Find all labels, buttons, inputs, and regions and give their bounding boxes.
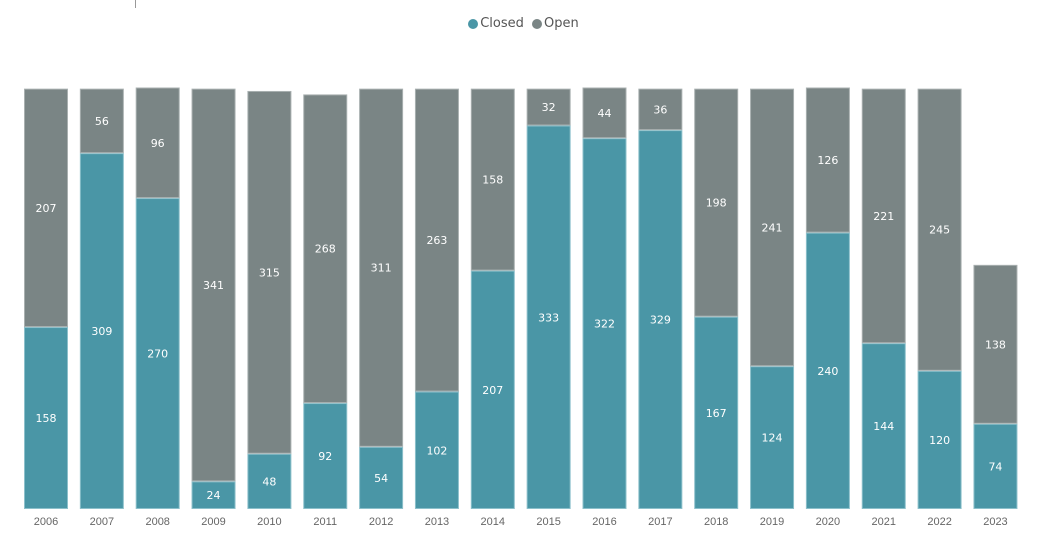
- data-label: 48: [262, 475, 276, 488]
- x-tick-label: 2006: [34, 516, 58, 528]
- bar-open-2015: [526, 88, 571, 126]
- x-tick-label: 2022: [927, 516, 951, 528]
- data-label: 124: [762, 432, 783, 445]
- closed-swatch-icon: [468, 18, 479, 29]
- x-tick-label: 2010: [257, 516, 281, 528]
- data-label: 311: [371, 262, 392, 275]
- data-label: 198: [706, 197, 727, 210]
- legend-item-closed[interactable]: Closed: [468, 16, 524, 31]
- data-label: 207: [482, 384, 503, 397]
- data-label: 36: [653, 103, 667, 116]
- bar-closed-2012: [359, 446, 404, 509]
- data-label: 92: [318, 450, 332, 463]
- data-label: 158: [482, 174, 503, 187]
- bar-closed-2014: [470, 270, 515, 509]
- bar-open-2022: [917, 88, 962, 371]
- bar-open-2013: [414, 88, 459, 392]
- bar-closed-2022: [917, 370, 962, 509]
- data-label: 167: [706, 407, 727, 420]
- data-label: 341: [203, 279, 224, 292]
- bar-open-2020: [805, 87, 850, 233]
- data-label: 54: [374, 472, 388, 485]
- bar-open-2018: [694, 88, 739, 317]
- bar-open-2023: [973, 264, 1018, 424]
- bar-closed-2011: [303, 403, 348, 510]
- bar-closed-2018: [694, 316, 739, 510]
- x-tick-label: 2014: [481, 516, 505, 528]
- data-label: 102: [426, 444, 447, 457]
- data-label: 221: [873, 210, 894, 223]
- bar-open-2008: [135, 87, 180, 199]
- data-label: 270: [147, 348, 168, 361]
- data-label: 138: [985, 338, 1006, 351]
- bar-closed-2023: [973, 423, 1018, 509]
- x-tick-label: 2012: [369, 516, 393, 528]
- x-tick-label: 2023: [983, 516, 1007, 528]
- x-tick-label: 2008: [145, 516, 169, 528]
- bar-open-2021: [861, 88, 906, 344]
- data-label: 158: [36, 412, 57, 425]
- bar-open-2019: [750, 88, 795, 367]
- x-tick-label: 2019: [760, 516, 784, 528]
- bar-closed-2013: [414, 391, 459, 509]
- data-label: 56: [95, 115, 109, 128]
- legend-label: Open: [544, 16, 579, 31]
- data-label: 322: [594, 318, 615, 331]
- data-label: 96: [151, 137, 165, 150]
- x-tick-label: 2017: [648, 516, 672, 528]
- data-label: 207: [36, 202, 57, 215]
- bar-open-2011: [303, 94, 348, 404]
- x-tick-label: 2021: [872, 516, 896, 528]
- bar-closed-2010: [247, 453, 292, 510]
- data-label: 241: [762, 221, 783, 234]
- x-tick-label: 2018: [704, 516, 728, 528]
- data-label: 315: [259, 266, 280, 279]
- bar-closed-2019: [750, 366, 795, 509]
- x-tick-label: 2016: [592, 516, 616, 528]
- bar-closed-2017: [638, 130, 683, 509]
- bar-closed-2015: [526, 125, 571, 510]
- bar-open-2010: [247, 90, 292, 454]
- x-tick-label: 2007: [90, 516, 114, 528]
- open-swatch-icon: [532, 18, 543, 29]
- bar-open-2009: [191, 88, 236, 482]
- data-label: 32: [542, 101, 556, 114]
- data-label: 74: [988, 460, 1002, 473]
- bar-open-2012: [359, 88, 404, 447]
- data-label: 120: [929, 434, 950, 447]
- data-label: 309: [91, 325, 112, 338]
- data-label: 44: [598, 107, 612, 120]
- legend-label: Closed: [480, 16, 524, 31]
- x-tick-label: 2009: [201, 516, 225, 528]
- data-label: 24: [207, 489, 221, 502]
- bar-closed-2020: [805, 232, 850, 509]
- bar-open-2006: [24, 88, 68, 328]
- data-label: 263: [426, 234, 447, 247]
- bar-open-2016: [582, 87, 627, 139]
- x-tick-label: 2011: [313, 516, 337, 528]
- bar-closed-2008: [135, 198, 180, 509]
- x-tick-label: 2013: [425, 516, 449, 528]
- bar-closed-2016: [582, 138, 627, 510]
- bar-closed-2007: [79, 153, 124, 510]
- x-tick-label: 2015: [536, 516, 560, 528]
- bar-closed-2009: [191, 481, 236, 509]
- data-label: 245: [929, 224, 950, 237]
- data-label: 240: [817, 365, 838, 378]
- legend-item-open[interactable]: Open: [532, 16, 579, 31]
- legend: Closed Open: [0, 16, 1047, 33]
- bar-closed-2021: [861, 343, 906, 509]
- bar-open-2007: [79, 88, 124, 154]
- data-label: 333: [538, 311, 559, 324]
- bar-closed-2006: [24, 327, 68, 509]
- data-label: 268: [315, 243, 336, 256]
- x-tick-label: 2020: [816, 516, 840, 528]
- bar-open-2017: [638, 88, 683, 131]
- divider: [135, 0, 136, 8]
- data-label: 144: [873, 420, 894, 433]
- data-label: 329: [650, 314, 671, 327]
- bar-open-2014: [470, 88, 515, 271]
- data-label: 126: [817, 154, 838, 167]
